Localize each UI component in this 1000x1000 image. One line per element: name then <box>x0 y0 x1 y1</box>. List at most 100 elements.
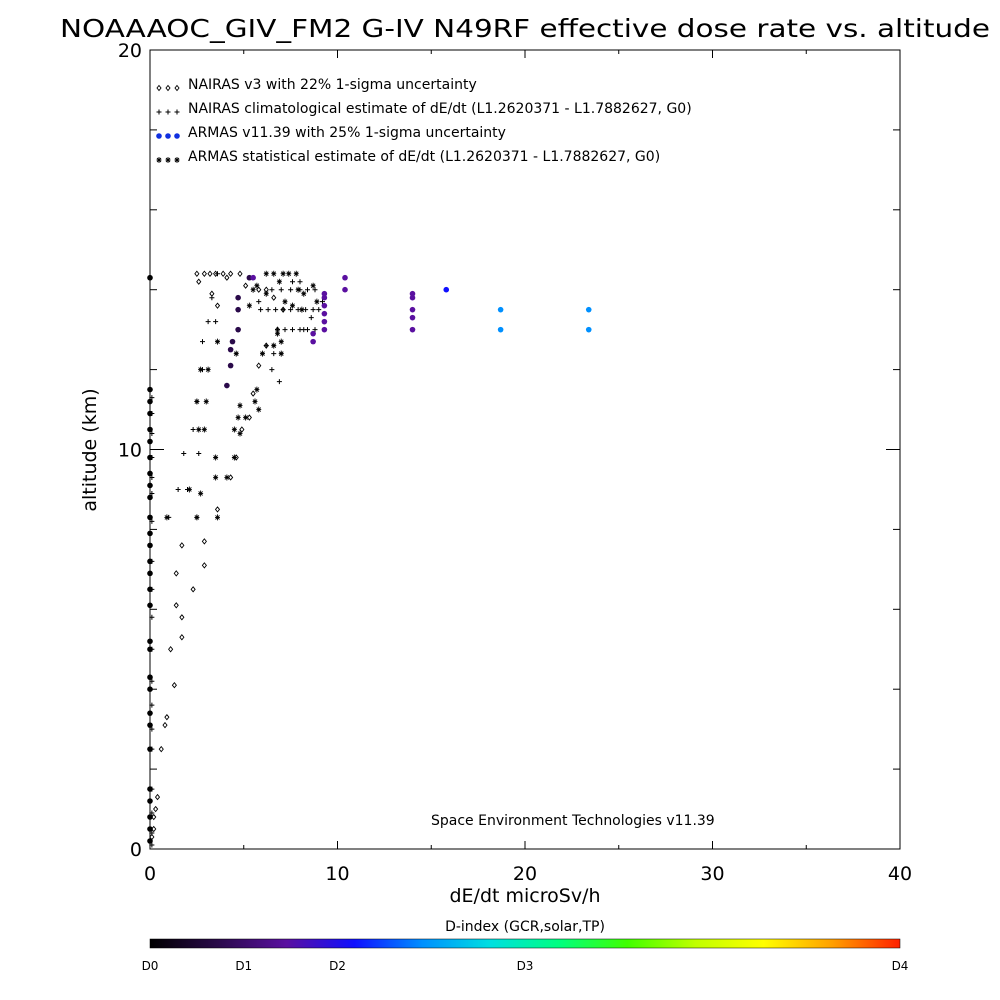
plus-point <box>175 486 181 492</box>
legend-label: ARMAS statistical estimate of dE/dt (L1.… <box>188 149 660 165</box>
plus-point <box>276 379 282 385</box>
diamond-point <box>179 542 185 549</box>
asterisk-point <box>243 414 249 421</box>
diamond-point <box>171 681 177 689</box>
asterisk-point <box>275 330 280 337</box>
legend-symbol <box>174 133 180 139</box>
diamond-point <box>220 270 226 277</box>
asterisk-point <box>263 270 269 277</box>
asterisk-point <box>203 398 209 405</box>
dot-point <box>147 558 153 565</box>
dot-point <box>147 570 153 577</box>
plus-point <box>149 474 155 480</box>
diamond-point <box>201 562 207 569</box>
asterisk-point <box>235 414 241 421</box>
dot-point <box>224 382 230 389</box>
dot-point <box>409 306 416 313</box>
x-axis-label: dE/dt microSv/h <box>449 885 600 907</box>
plus-band-point <box>265 307 271 313</box>
asterisk-point <box>246 302 252 309</box>
asterisk-point <box>299 306 305 313</box>
plus-point <box>271 351 277 357</box>
legend-symbol <box>165 109 171 115</box>
dot-point <box>147 786 153 792</box>
plus-point <box>149 810 155 816</box>
plus-band-point <box>275 327 280 333</box>
y-axis-label: altitude (km) <box>79 388 101 511</box>
dot-point <box>409 326 416 333</box>
x-tick-label: 20 <box>513 863 537 885</box>
colorbar <box>149 938 901 949</box>
plus-band-point <box>280 307 286 313</box>
y-tick-label: 20 <box>118 40 142 62</box>
dot-point <box>321 290 328 297</box>
plus-point <box>320 299 325 305</box>
diamond-point <box>243 282 249 289</box>
dot-point <box>250 274 256 281</box>
dot-point <box>409 314 416 321</box>
diamond-point <box>214 506 221 513</box>
colorbar-tick-label: D4 <box>892 959 909 973</box>
dot-point <box>147 674 153 681</box>
dot-point <box>235 326 241 333</box>
diamond-point <box>224 274 230 281</box>
dot-point <box>147 482 153 489</box>
dot-point <box>147 454 153 461</box>
asterisk-point <box>215 338 220 345</box>
chart-title: NOAAAOC_GIV_FM2 G-IV N49RF effective dos… <box>60 14 990 43</box>
legend-symbol <box>165 157 171 163</box>
dot-point <box>321 310 328 317</box>
legend-label: NAIRAS climatological estimate of dE/dt … <box>188 101 692 117</box>
asterisk-point <box>215 514 220 521</box>
asterisk-point <box>194 398 200 405</box>
plus-point <box>149 842 155 848</box>
diamond-point <box>201 538 207 545</box>
dot-point <box>342 274 348 281</box>
diamond-point <box>201 270 207 277</box>
asterisk-point <box>278 338 284 345</box>
legend-symbol <box>156 133 162 139</box>
diamond-point <box>179 634 185 641</box>
dot-point <box>147 826 153 832</box>
dot-point <box>147 746 153 752</box>
diamond-point <box>246 414 252 421</box>
dot-point <box>147 722 153 728</box>
colorbar-tick-label: D2 <box>329 959 346 973</box>
dot-point <box>147 514 153 521</box>
legend-symbol <box>156 84 162 92</box>
x-tick-label: 10 <box>325 863 349 885</box>
legend-entry: NAIRAS v3 with 22% 1-sigma uncertainty <box>156 77 477 93</box>
diamond-point <box>162 721 168 729</box>
dot-point <box>409 294 416 301</box>
asterisk-point <box>231 454 237 461</box>
asterisk-point <box>310 282 316 289</box>
plus-band-point <box>297 279 303 285</box>
plus-band-point <box>273 307 279 313</box>
asterisk-point <box>231 426 237 433</box>
asterisk-point <box>293 270 299 277</box>
asterisk-point <box>254 386 260 393</box>
diamond-point <box>164 713 170 721</box>
diamond-point <box>228 270 234 277</box>
diamond-point <box>196 278 202 285</box>
dot-point <box>147 646 153 653</box>
plus-band-point <box>312 327 318 333</box>
x-tick-label: 30 <box>700 863 724 885</box>
plus-band-point <box>297 287 303 293</box>
diamond-point <box>173 570 179 577</box>
plus-point <box>149 431 155 437</box>
asterisk-point <box>286 270 292 277</box>
plus-band-point <box>305 287 310 293</box>
plus-point <box>190 427 196 433</box>
diamond-point <box>271 294 277 301</box>
dot-point <box>147 814 153 820</box>
plus-point <box>205 319 211 325</box>
plus-point <box>181 450 187 456</box>
diamond-point <box>190 586 196 593</box>
asterisk-point <box>314 298 320 305</box>
plus-band-point <box>288 307 294 313</box>
dot-point <box>310 330 316 337</box>
plus-band-point <box>290 327 295 333</box>
diamond-point <box>228 474 234 481</box>
legend-symbol <box>174 109 180 115</box>
